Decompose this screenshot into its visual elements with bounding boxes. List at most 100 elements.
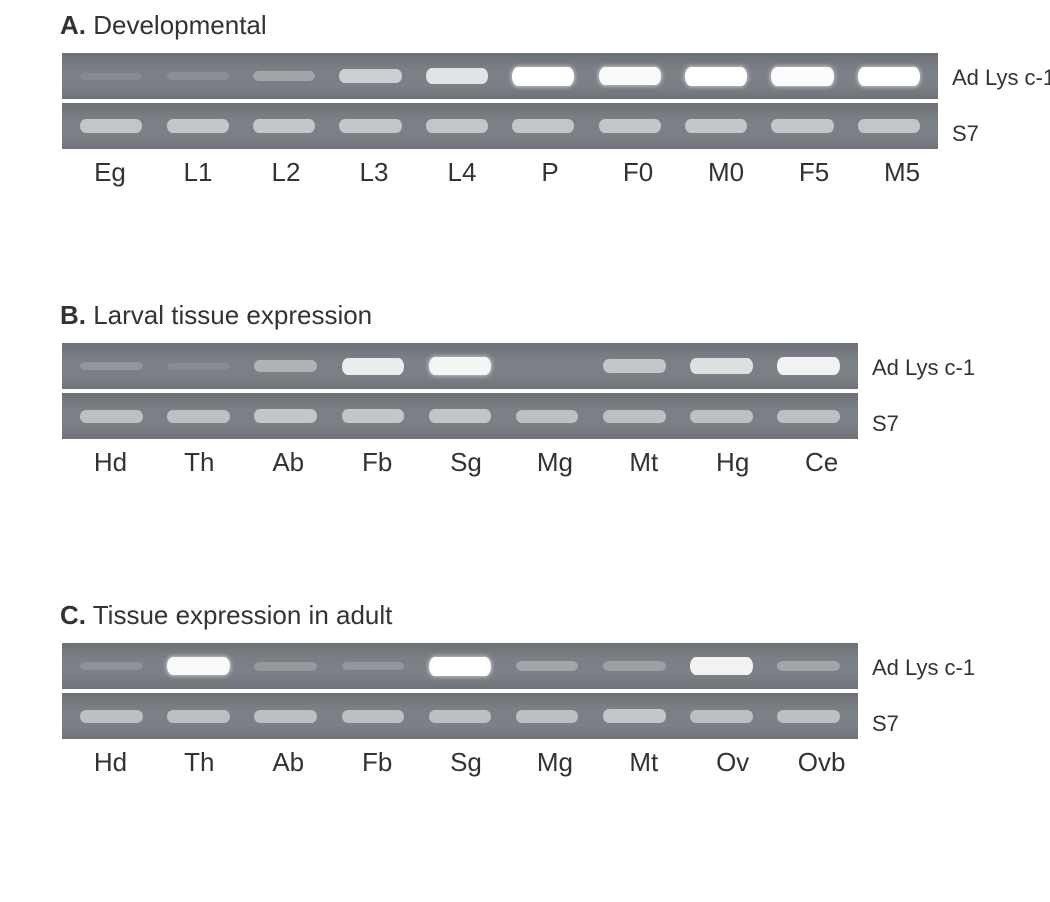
lane bbox=[765, 693, 852, 739]
band bbox=[685, 119, 747, 133]
lane bbox=[416, 693, 503, 739]
lane bbox=[242, 343, 329, 389]
band bbox=[426, 68, 488, 84]
gel-row-control bbox=[60, 691, 860, 741]
lane-label: L1 bbox=[154, 157, 242, 188]
band bbox=[253, 71, 315, 81]
panel-letter: C. bbox=[60, 600, 86, 630]
band bbox=[342, 409, 405, 423]
band bbox=[512, 67, 574, 86]
lane bbox=[68, 103, 154, 149]
lane-label: Mg bbox=[510, 447, 599, 478]
lane bbox=[155, 393, 242, 439]
lane-label: Mt bbox=[599, 447, 688, 478]
lane bbox=[846, 53, 932, 99]
lane-label: F5 bbox=[770, 157, 858, 188]
lane bbox=[591, 693, 678, 739]
lane bbox=[673, 103, 759, 149]
lane bbox=[586, 53, 672, 99]
lane-label: Ovb bbox=[777, 747, 866, 778]
lane-labels: EgL1L2L3L4PF0M0F5M5 bbox=[60, 157, 952, 188]
band bbox=[690, 358, 753, 374]
lane bbox=[678, 343, 765, 389]
lane bbox=[504, 393, 591, 439]
row-label: Ad Lys c-1 bbox=[872, 655, 975, 681]
lane bbox=[759, 53, 845, 99]
lane bbox=[154, 103, 240, 149]
lane bbox=[500, 103, 586, 149]
band bbox=[167, 119, 229, 133]
band bbox=[599, 119, 661, 133]
gel-row-control bbox=[60, 101, 940, 151]
lane bbox=[414, 53, 500, 99]
band bbox=[429, 657, 492, 676]
lane-label: M5 bbox=[858, 157, 946, 188]
panel-title-text: Tissue expression in adult bbox=[86, 600, 392, 630]
lane-label: Ab bbox=[244, 447, 333, 478]
band bbox=[771, 67, 833, 86]
lane-labels: HdThAbFbSgMgMtHgCe bbox=[60, 447, 872, 478]
gel-row-target bbox=[60, 51, 940, 101]
lane-label: M0 bbox=[682, 157, 770, 188]
lane-label: P bbox=[506, 157, 594, 188]
panel-A: A. DevelopmentalAd Lys c-1S7EgL1L2L3L4PF… bbox=[60, 10, 940, 188]
lane bbox=[155, 343, 242, 389]
band bbox=[339, 69, 401, 84]
band bbox=[429, 710, 492, 723]
band bbox=[690, 710, 753, 723]
lane bbox=[504, 343, 591, 389]
lane bbox=[759, 103, 845, 149]
lanes bbox=[62, 103, 938, 149]
lane bbox=[678, 643, 765, 689]
lane-label: Fb bbox=[333, 747, 422, 778]
band bbox=[80, 662, 143, 670]
lane-label: Th bbox=[155, 747, 244, 778]
band bbox=[167, 710, 230, 723]
row-label: S7 bbox=[872, 411, 899, 437]
lane bbox=[327, 53, 413, 99]
lane bbox=[591, 343, 678, 389]
band bbox=[603, 359, 666, 373]
lane bbox=[68, 643, 155, 689]
lane bbox=[155, 693, 242, 739]
band bbox=[516, 661, 579, 671]
lane bbox=[591, 393, 678, 439]
band bbox=[599, 67, 661, 86]
band bbox=[342, 710, 405, 723]
gel-row-target bbox=[60, 641, 860, 691]
lane bbox=[414, 103, 500, 149]
band bbox=[429, 409, 492, 423]
lane bbox=[416, 393, 503, 439]
lane bbox=[678, 693, 765, 739]
lane bbox=[241, 103, 327, 149]
row-label: S7 bbox=[952, 121, 979, 147]
band bbox=[167, 72, 229, 80]
panel-title-text: Larval tissue expression bbox=[86, 300, 372, 330]
band bbox=[80, 410, 143, 423]
band bbox=[512, 119, 574, 133]
gel-row-target bbox=[60, 341, 860, 391]
lane bbox=[155, 643, 242, 689]
band bbox=[603, 410, 666, 423]
band bbox=[603, 661, 666, 671]
row-label: Ad Lys c-1 bbox=[952, 65, 1050, 91]
lane-label: L4 bbox=[418, 157, 506, 188]
band bbox=[254, 662, 317, 671]
lane bbox=[154, 53, 240, 99]
band bbox=[429, 357, 492, 375]
lane-label: Hg bbox=[688, 447, 777, 478]
lane bbox=[591, 643, 678, 689]
lanes bbox=[62, 393, 858, 439]
lane-label: F0 bbox=[594, 157, 682, 188]
lane bbox=[242, 643, 329, 689]
band bbox=[777, 661, 840, 671]
lane-label: Sg bbox=[422, 747, 511, 778]
lane-label: Fb bbox=[333, 447, 422, 478]
lane bbox=[416, 643, 503, 689]
lanes bbox=[62, 643, 858, 689]
panel-letter: B. bbox=[60, 300, 86, 330]
lane bbox=[68, 393, 155, 439]
band bbox=[80, 710, 143, 723]
lane-labels: HdThAbFbSgMgMtOvOvb bbox=[60, 747, 872, 778]
lane-label: Hd bbox=[66, 747, 155, 778]
